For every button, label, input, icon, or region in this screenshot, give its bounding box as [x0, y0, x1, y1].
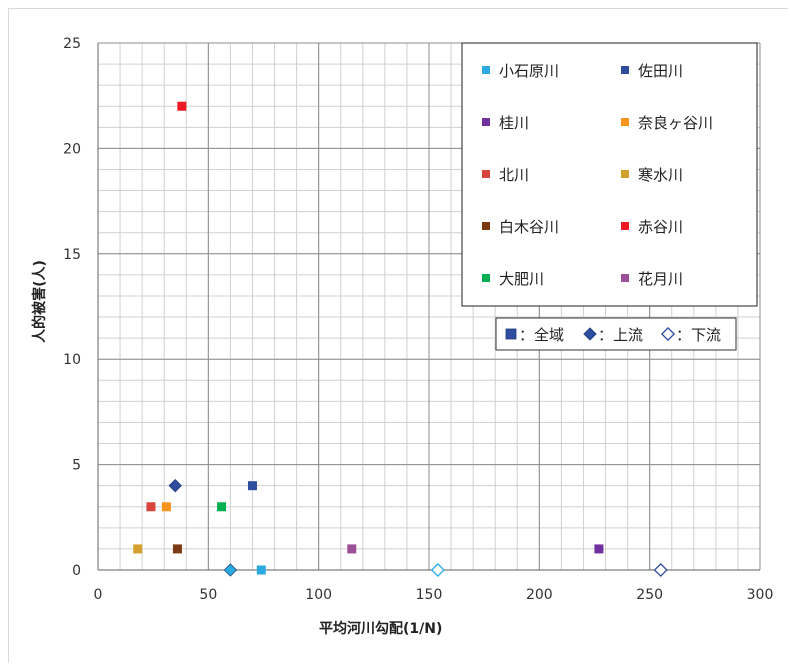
legend-label: 赤谷川 — [638, 218, 683, 236]
x-tick-label: 100 — [305, 587, 332, 603]
legend-label: 北川 — [499, 166, 529, 184]
data-point — [347, 544, 357, 554]
y-tick-label: 15 — [63, 247, 81, 263]
chart-frame — [8, 8, 788, 663]
legend-label: 白木谷川 — [499, 218, 559, 236]
data-point — [217, 502, 227, 512]
x-tick-label: 300 — [747, 587, 774, 603]
data-points — [133, 101, 668, 578]
marker-legend-label: ：下流 — [676, 326, 721, 344]
data-point — [133, 544, 143, 554]
y-tick-label: 5 — [72, 458, 81, 474]
data-point — [161, 502, 171, 512]
legend-box — [461, 42, 758, 307]
legend-swatch — [621, 274, 629, 282]
legend-label: 小石原川 — [499, 62, 559, 80]
x-axis-title: 平均河川勾配(1/N) — [319, 620, 442, 637]
y-tick-label: 10 — [63, 352, 81, 368]
legend-label: 桂川 — [499, 114, 529, 132]
marker-legend-label: ：上流 — [598, 326, 643, 344]
y-axis-title: 人的被害(人) — [31, 260, 48, 343]
data-point — [177, 101, 187, 111]
legend-label: 奈良ヶ谷川 — [638, 114, 713, 132]
legend-swatch — [482, 118, 490, 126]
legend-label: 佐田川 — [638, 62, 683, 80]
marker-legend: ：全域 ：上流 ：下流 — [495, 317, 737, 351]
data-point — [172, 544, 182, 554]
marker-legend-symbol — [505, 328, 517, 340]
y-tick-label: 25 — [63, 36, 81, 52]
marker-legend-symbol — [660, 326, 676, 342]
marker-legend-box — [495, 317, 737, 351]
y-tick-label: 0 — [72, 563, 81, 579]
legend-swatch — [621, 66, 629, 74]
legend-label: 寒水川 — [638, 166, 683, 184]
x-tick-label: 200 — [526, 587, 553, 603]
y-tick-label: 20 — [63, 141, 81, 157]
data-point — [146, 502, 156, 512]
data-point — [223, 563, 238, 577]
data-point — [247, 481, 257, 491]
legend-swatch — [482, 222, 490, 230]
data-point — [653, 562, 668, 578]
legend-swatch — [621, 170, 629, 178]
data-point — [256, 565, 266, 575]
legend-swatch — [482, 170, 490, 178]
data-point — [594, 544, 604, 554]
legend-label: 花月川 — [638, 270, 683, 288]
legend-swatch — [621, 222, 629, 230]
x-tick-label: 150 — [416, 587, 443, 603]
legend-swatch — [482, 66, 490, 74]
legend-label: 大肥川 — [499, 270, 544, 288]
legend-swatch — [621, 118, 629, 126]
marker-legend-symbol — [583, 327, 597, 341]
legend-swatch — [482, 274, 490, 282]
x-tick-label: 0 — [94, 587, 103, 603]
data-point — [430, 562, 445, 578]
x-tick-label: 250 — [636, 587, 663, 603]
x-tick-label: 50 — [199, 587, 217, 603]
marker-legend-label: ：全域 — [519, 326, 564, 344]
data-point — [168, 478, 182, 493]
